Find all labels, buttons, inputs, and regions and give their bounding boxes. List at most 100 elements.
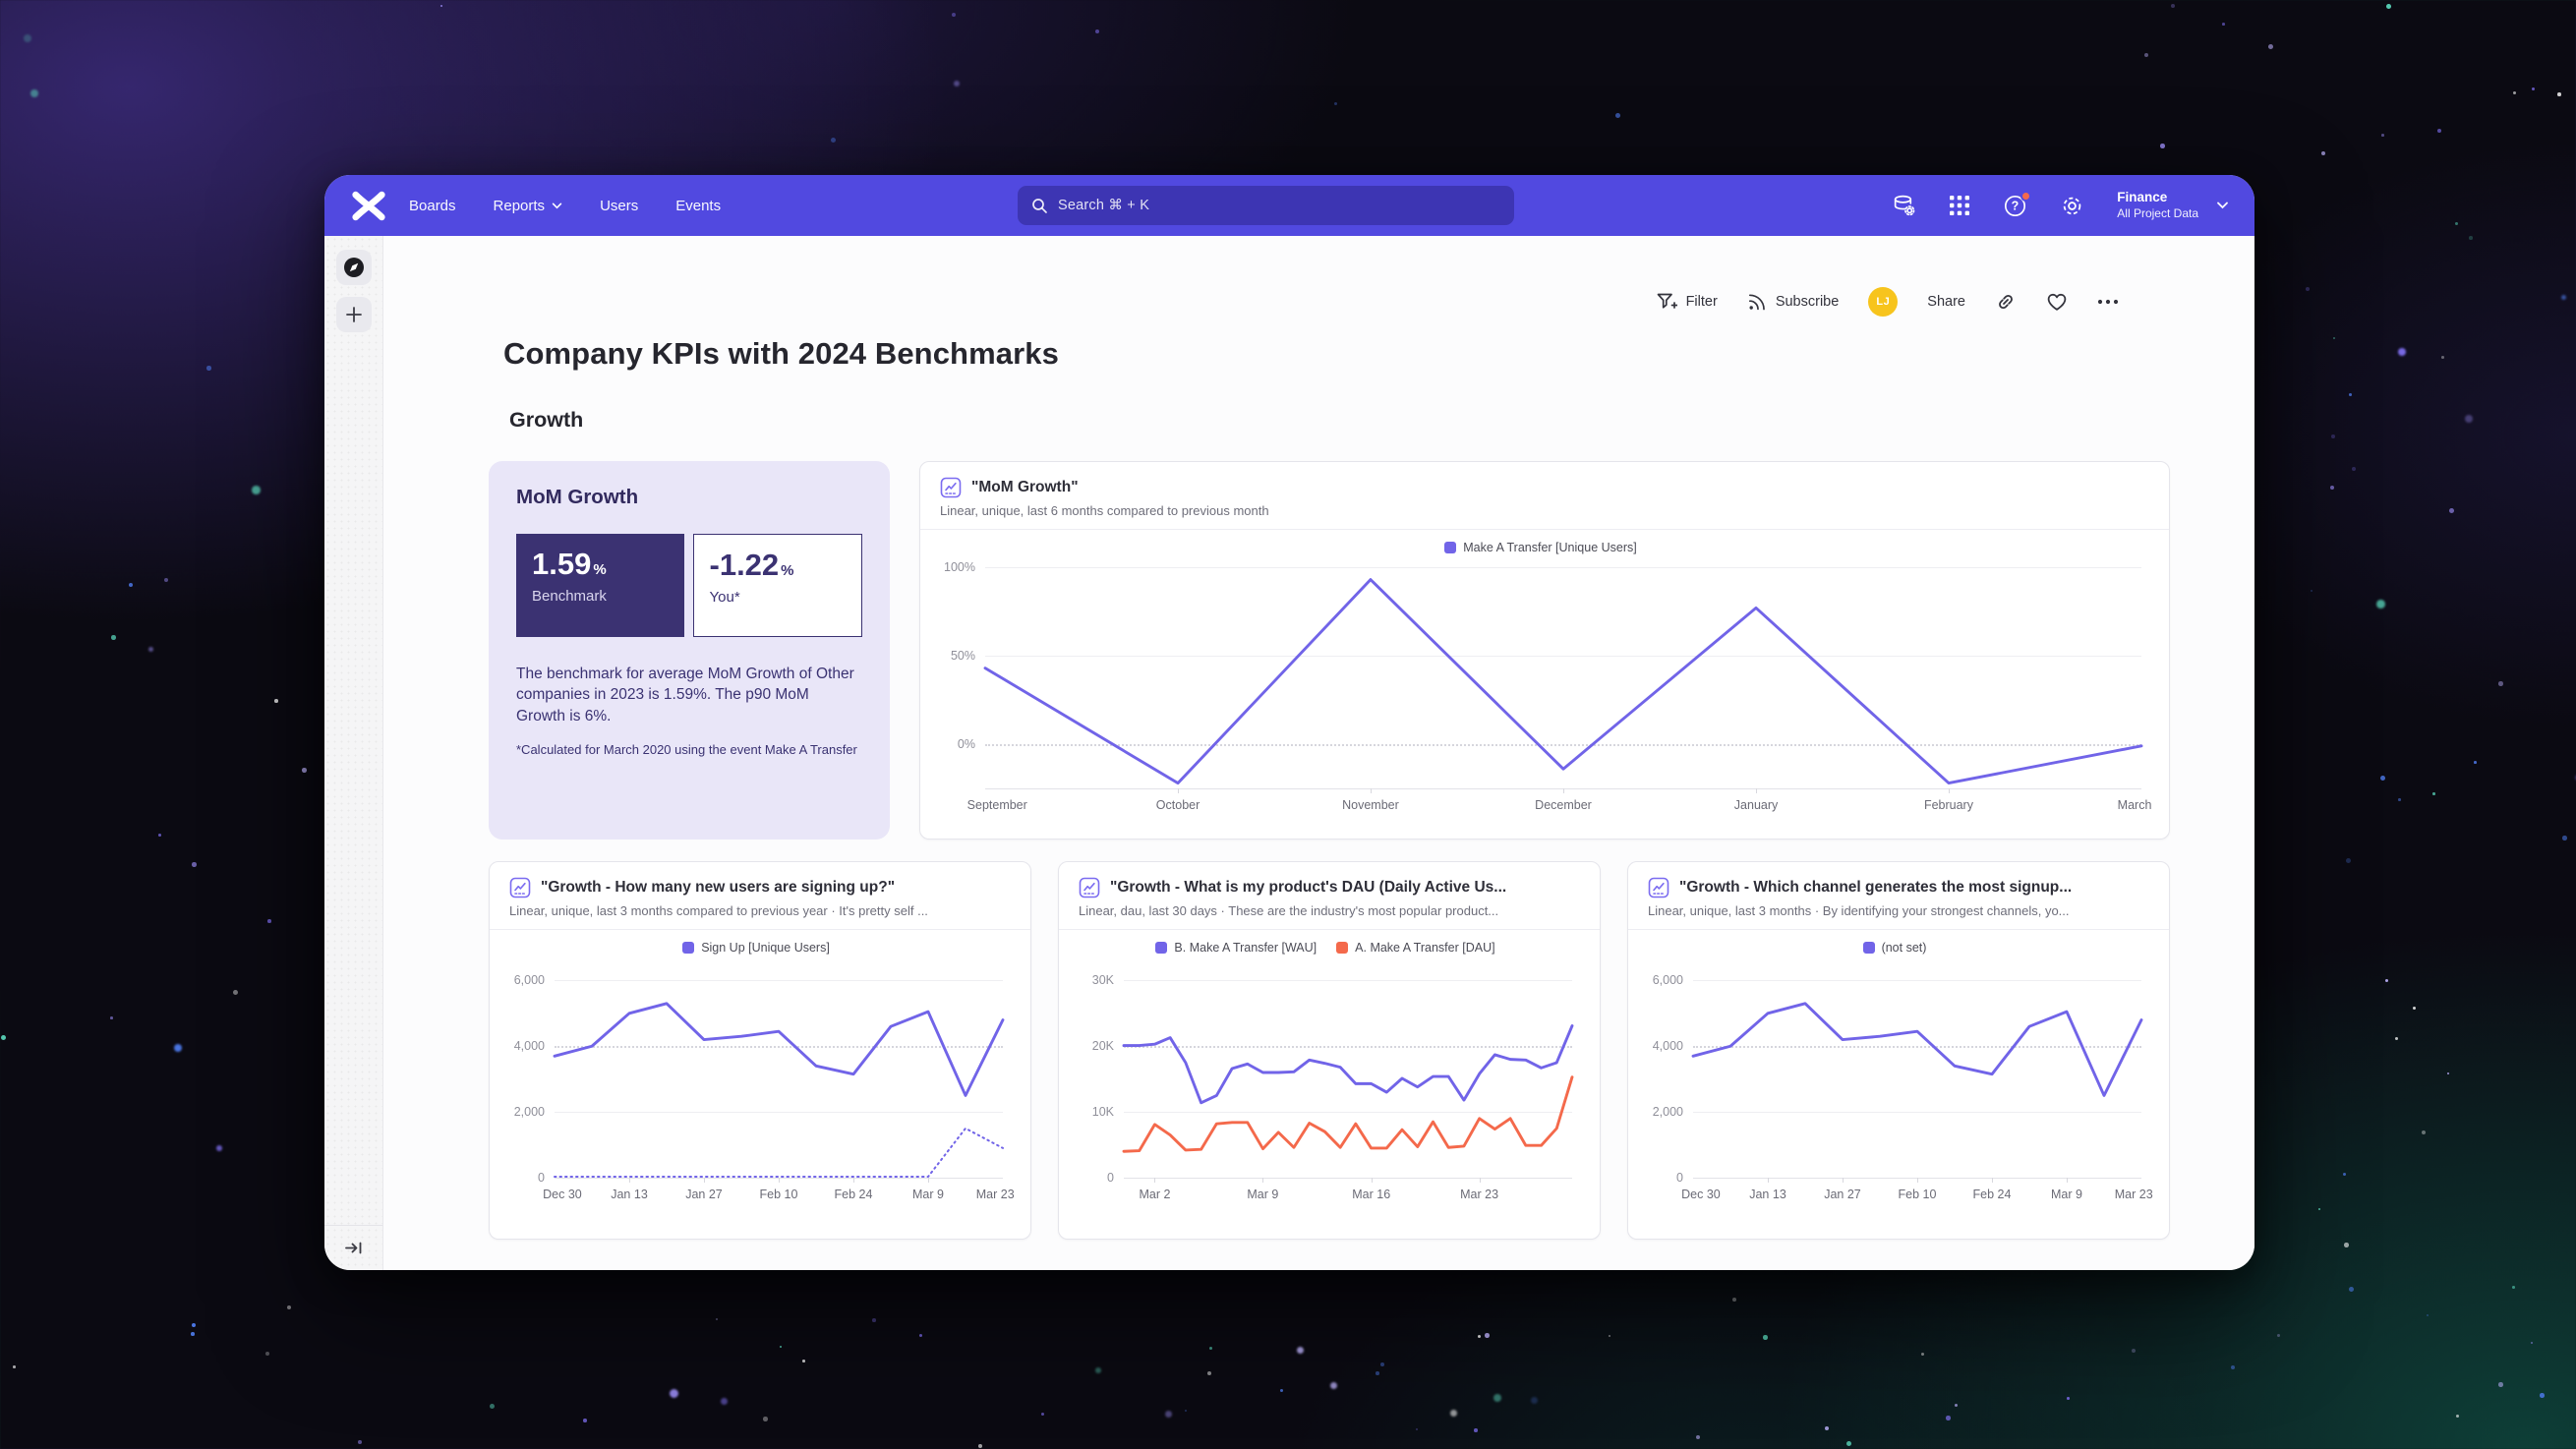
chart-card-mom-growth[interactable]: "MoM Growth" Linear, unique, last 6 mont…	[919, 461, 2170, 840]
filter-button[interactable]: Filter	[1657, 293, 1718, 312]
chart-card-signups[interactable]: "Growth - How many new users are signing…	[489, 861, 1031, 1240]
star-dot	[802, 1360, 805, 1362]
star-dot	[1280, 1389, 1283, 1392]
star-dot	[1846, 1441, 1851, 1446]
y-axis-tick-label: 0	[538, 1171, 545, 1185]
chart-card-channels[interactable]: "Growth - Which channel generates the mo…	[1627, 861, 2170, 1240]
star-dot	[721, 1398, 728, 1405]
add-board-icon[interactable]	[335, 297, 372, 332]
star-dot	[2231, 1365, 2236, 1370]
legend-item[interactable]: (not set)	[1862, 941, 1926, 955]
star-dot	[164, 578, 169, 583]
chart-title: "MoM Growth"	[971, 479, 1079, 495]
legend-item[interactable]: Make A Transfer [Unique Users]	[1444, 541, 1637, 554]
main-nav: Boards Reports Users Events	[409, 198, 721, 214]
star-dot	[2067, 1397, 2070, 1400]
apps-grid-icon[interactable]	[1949, 195, 1970, 216]
x-axis-tick	[779, 1178, 780, 1183]
x-axis-tick	[1948, 788, 1950, 793]
star-dot	[952, 13, 956, 17]
board-toolbar: Filter Subscribe LJ Share	[1657, 287, 2119, 317]
help-icon[interactable]: ?	[2003, 190, 2032, 218]
gridline	[1124, 1112, 1572, 1114]
star-dot	[2376, 600, 2385, 609]
line-chart[interactable]: Make A Transfer [Unique Users] 100% 50% 0%…	[920, 530, 2169, 839]
star-dot	[2346, 858, 2351, 863]
link-icon	[1999, 294, 2013, 310]
data-management-icon[interactable]	[1892, 194, 1916, 218]
line-chart[interactable]: (not set) 6,000 4,000 2,000 0 Dec 30 Jan 13 J…	[1628, 930, 2169, 1239]
gridline	[985, 656, 2141, 657]
chart-x-axis: Dec 30 Jan 13 Jan 27 Feb 10 Feb 24 Mar 9 Mar 2…	[543, 1188, 1015, 1207]
chart-card-dau[interactable]: "Growth - What is my product's DAU (Dail…	[1058, 861, 1601, 1240]
star-dot	[919, 1334, 923, 1338]
star-dot	[2132, 1349, 2136, 1353]
star-dot	[302, 768, 307, 773]
star-dot	[2456, 1415, 2460, 1419]
x-axis-tick	[2066, 1178, 2068, 1183]
y-axis-tick-label: 50%	[950, 649, 975, 663]
x-axis-tick	[853, 1178, 854, 1183]
settings-gear-icon[interactable]	[2060, 194, 2084, 218]
star-dot	[2344, 1243, 2349, 1247]
star-dot	[2562, 836, 2567, 840]
nav-reports[interactable]: Reports	[494, 198, 563, 214]
mixpanel-logo[interactable]	[350, 190, 387, 222]
project-switcher[interactable]: Finance All Project Data	[2117, 190, 2229, 221]
subscribe-button[interactable]: Subscribe	[1747, 292, 1839, 312]
star-dot	[2395, 1037, 2399, 1041]
more-options-button[interactable]	[2097, 299, 2119, 305]
star-dot	[2427, 1314, 2430, 1317]
star-dot	[1696, 1435, 1701, 1440]
copy-link-button[interactable]	[1995, 291, 2017, 313]
legend-label: Make A Transfer [Unique Users]	[1463, 541, 1637, 554]
chart-legend: Make A Transfer [Unique Users]	[930, 530, 2151, 567]
svg-text:?: ?	[2012, 199, 2020, 212]
x-axis-tick	[629, 1178, 630, 1183]
compass-icon[interactable]	[335, 250, 372, 285]
expand-sidebar-icon[interactable]	[324, 1225, 382, 1270]
more-ellipsis-icon	[2097, 299, 2119, 305]
legend-item[interactable]: B. Make A Transfer [WAU]	[1155, 941, 1317, 955]
star-dot	[2321, 151, 2326, 156]
chart-legend: Sign Up [Unique Users]	[499, 930, 1013, 967]
star-dot	[2498, 1382, 2503, 1387]
favorite-button[interactable]	[2046, 292, 2068, 312]
benchmark-card[interactable]: MoM Growth 1.59% Benchmark -1.22% You*	[489, 461, 890, 840]
share-button[interactable]: Share	[1927, 294, 1965, 310]
benchmark-description: The benchmark for average MoM Growth of …	[516, 666, 854, 724]
star-dot	[440, 5, 443, 8]
gridline	[985, 567, 2141, 568]
star-dot	[1485, 1333, 1490, 1338]
star-dot	[129, 583, 133, 587]
star-dot	[158, 834, 161, 837]
nav-users[interactable]: Users	[600, 197, 639, 214]
chart-series-svg	[985, 567, 2141, 788]
x-axis-tick-label: Dec 30	[1681, 1188, 1721, 1201]
legend-item[interactable]: A. Make A Transfer [DAU]	[1336, 941, 1495, 955]
star-dot	[1478, 1335, 1482, 1339]
star-dot	[2318, 1208, 2321, 1211]
star-dot	[2277, 1334, 2280, 1337]
search-input[interactable]: Search ⌘ + K	[1018, 186, 1514, 225]
star-dot	[2447, 1072, 2450, 1075]
legend-item[interactable]: Sign Up [Unique Users]	[682, 941, 830, 955]
line-chart-icon	[1079, 877, 1100, 898]
star-dot	[1609, 1335, 1611, 1338]
star-dot	[1185, 1410, 1188, 1413]
app-window: Boards Reports Users Events Search ⌘ + K	[324, 175, 2254, 1270]
chart-series-svg	[1693, 967, 2141, 1178]
star-dot	[2498, 681, 2503, 686]
chart-plot-area: 30K 20K 10K 0	[1092, 967, 1572, 1185]
star-dot	[1921, 1353, 1925, 1357]
line-chart[interactable]: B. Make A Transfer [WAU] A. Make A Transf…	[1059, 930, 1600, 1239]
avatar[interactable]: LJ	[1868, 287, 1899, 317]
y-axis-tick-label: 4,000	[513, 1039, 545, 1054]
star-dot	[267, 919, 271, 923]
nav-events[interactable]: Events	[675, 197, 722, 214]
star-dot	[2330, 486, 2335, 491]
dashboard-content: Filter Subscribe LJ Share	[383, 236, 2254, 1270]
star-dot	[148, 647, 154, 653]
line-chart[interactable]: Sign Up [Unique Users] 6,000 4,000 2,000 0 …	[490, 930, 1030, 1239]
nav-boards[interactable]: Boards	[409, 197, 456, 214]
